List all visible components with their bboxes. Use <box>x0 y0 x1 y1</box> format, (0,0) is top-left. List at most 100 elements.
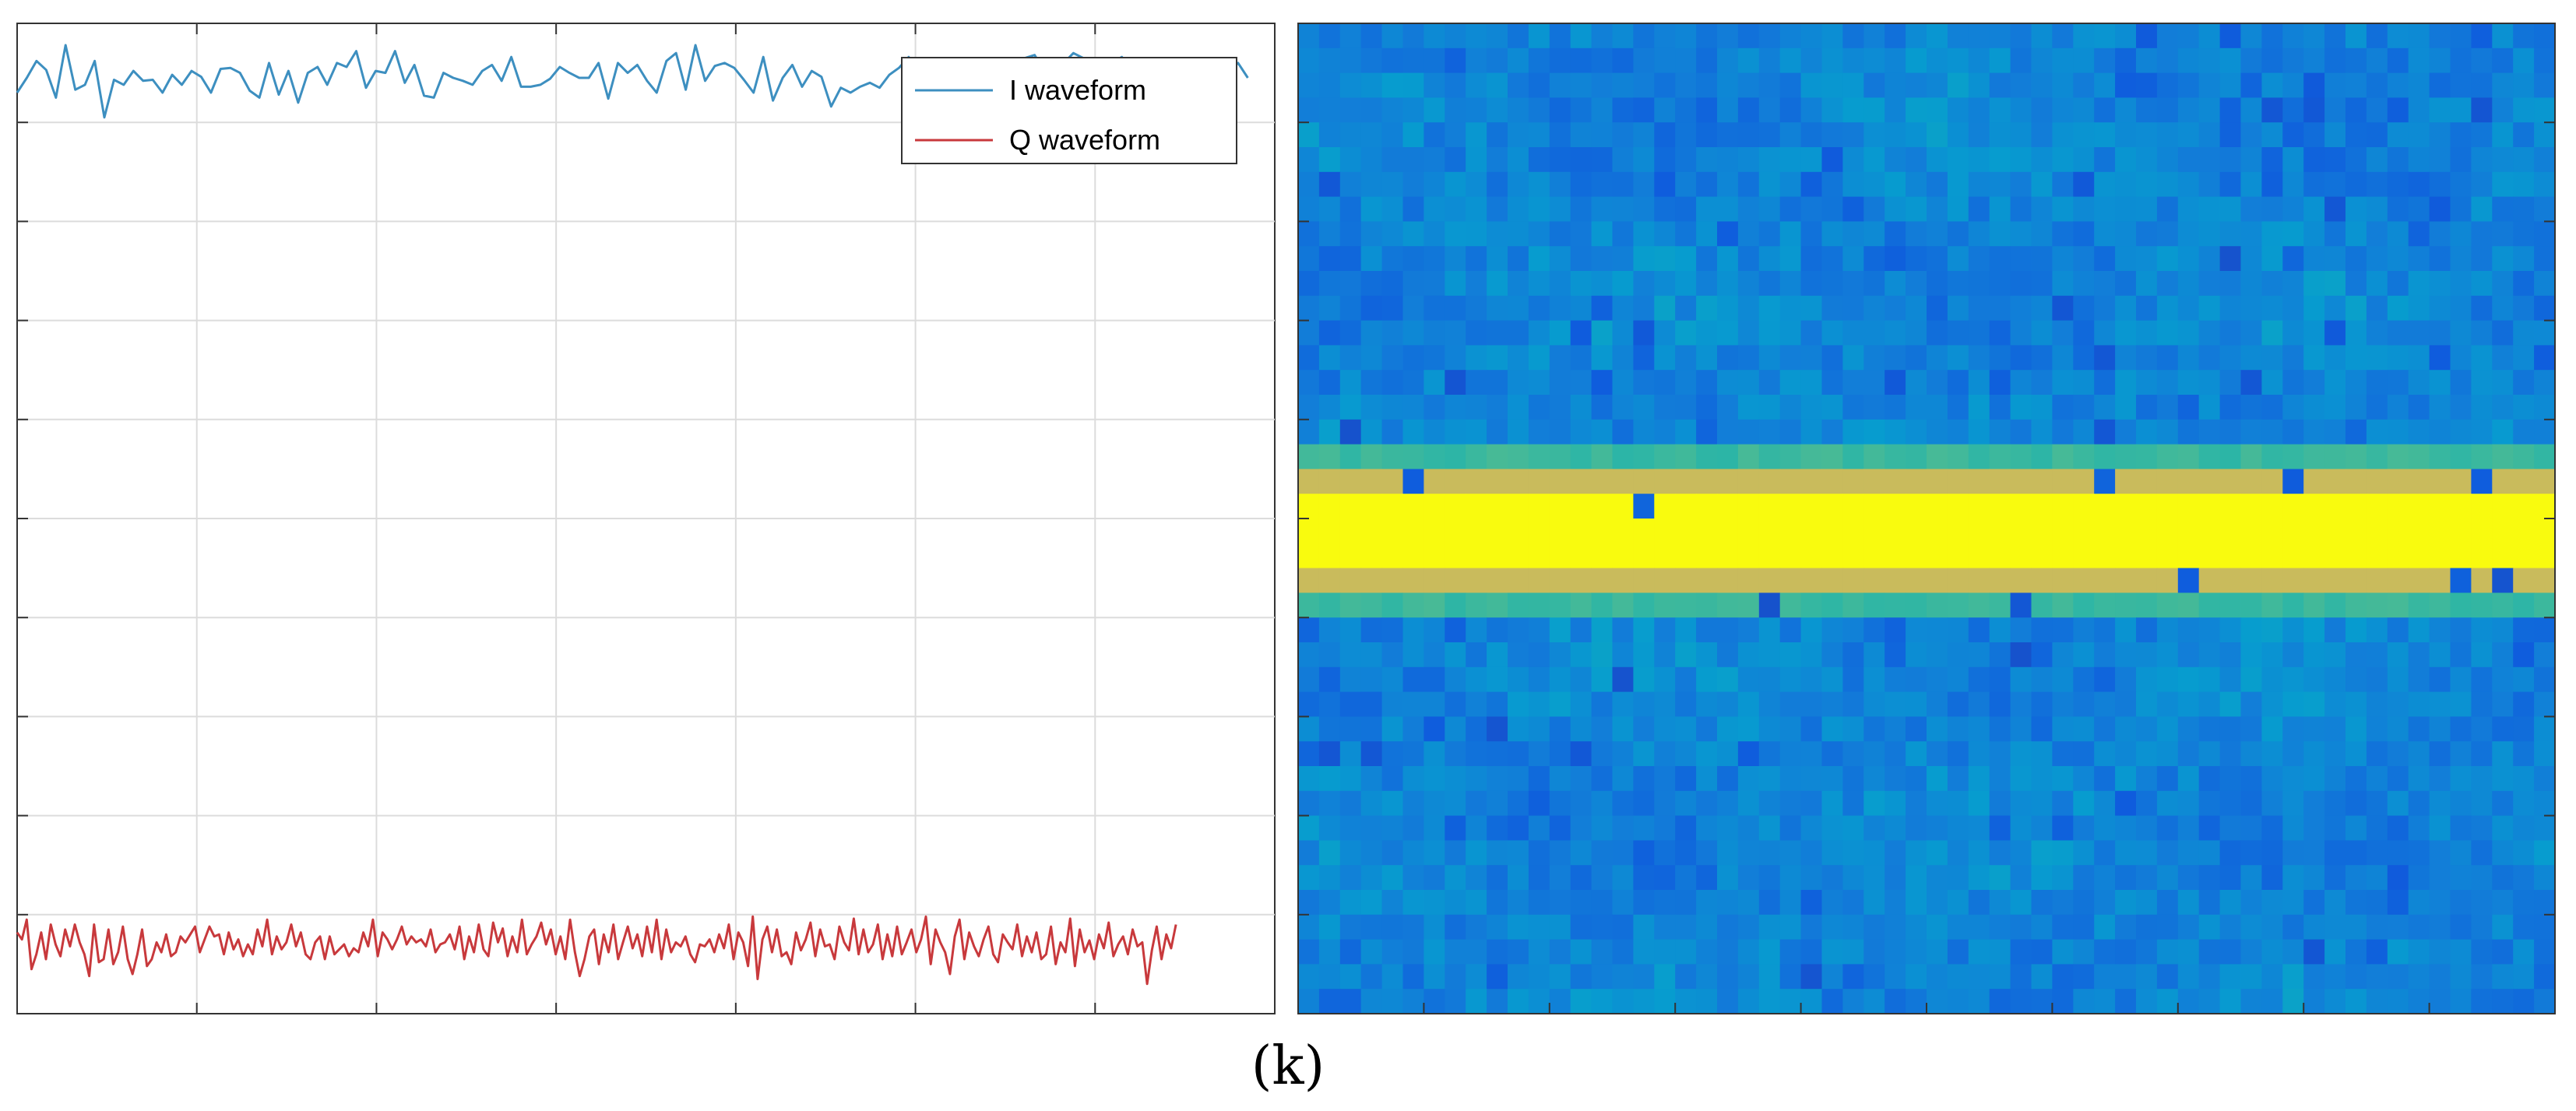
heatmap-cell <box>1717 890 1739 916</box>
heatmap-cell <box>1423 617 1445 643</box>
heatmap-cell <box>2345 345 2367 371</box>
heatmap-cell <box>1318 444 1341 469</box>
heatmap-cell <box>2115 790 2137 817</box>
heatmap-cell <box>1654 568 1676 593</box>
heatmap-cell <box>2471 370 2493 396</box>
heatmap-cell <box>2450 840 2472 866</box>
heatmap-cell <box>1906 519 1927 544</box>
heatmap-cell <box>2492 47 2514 74</box>
heatmap-cell <box>2031 494 2053 519</box>
heatmap-cell <box>1381 419 1404 445</box>
heatmap-cell <box>1402 741 1424 767</box>
heatmap-cell <box>2010 914 2032 940</box>
heatmap-cell <box>1696 741 1718 767</box>
heatmap-cell <box>2156 171 2179 198</box>
heatmap-cell <box>1906 914 1927 940</box>
heatmap-cell <box>1318 370 1341 396</box>
heatmap-cell <box>1696 617 1718 643</box>
heatmap-cell <box>1381 246 1404 272</box>
heatmap-cell <box>1884 419 1906 445</box>
heatmap-cell <box>1842 939 1864 965</box>
heatmap-cell <box>2198 23 2221 49</box>
heatmap-cell <box>1487 666 1508 693</box>
heatmap-cell <box>2429 840 2451 866</box>
heatmap-cell <box>1423 221 1445 247</box>
heatmap-cell <box>1487 766 1508 792</box>
heatmap-cell <box>1989 23 2011 49</box>
heatmap-cell <box>1947 865 1969 891</box>
heatmap-cell <box>2534 790 2556 817</box>
heatmap-cell <box>2052 494 2074 519</box>
heatmap-cell <box>1800 666 1823 693</box>
heatmap-cell <box>1298 171 1320 198</box>
heatmap-cell <box>2136 444 2158 469</box>
heatmap-cell <box>2303 815 2325 841</box>
heatmap-cell <box>2073 494 2095 519</box>
heatmap-cell <box>2534 196 2556 222</box>
heatmap-cell <box>1947 815 1969 841</box>
heatmap-cell <box>1758 890 1781 916</box>
heatmap-cell <box>2303 519 2325 544</box>
heatmap-cell <box>2387 939 2409 965</box>
heatmap-cell <box>1423 666 1445 693</box>
heatmap-cell <box>1779 642 1802 668</box>
heatmap-cell <box>2282 939 2304 965</box>
heatmap-cell <box>1779 395 1802 420</box>
heatmap-cell <box>1675 865 1697 891</box>
heatmap-cell <box>1863 271 1885 297</box>
heatmap-cell <box>2052 419 2074 445</box>
heatmap-cell <box>1402 568 1424 593</box>
heatmap-cell <box>2094 766 2116 792</box>
heatmap-cell <box>2387 271 2409 297</box>
heatmap-cell <box>2198 815 2221 841</box>
heatmap-cell <box>2031 592 2053 618</box>
heatmap-cell <box>1968 345 1990 371</box>
heatmap-cell <box>2073 444 2095 469</box>
heatmap-cell <box>2177 246 2200 272</box>
heatmap-cell <box>2345 617 2367 643</box>
heatmap-cell <box>1445 444 1466 469</box>
heatmap-cell <box>1318 494 1341 519</box>
heatmap-cell <box>1570 122 1592 148</box>
heatmap-cell <box>2261 196 2283 222</box>
heatmap-cell <box>1800 494 1823 519</box>
heatmap-cell <box>1360 370 1383 396</box>
heatmap-cell <box>2345 790 2367 817</box>
heatmap-cell <box>1884 72 1906 98</box>
heatmap-cell <box>1402 295 1424 322</box>
heatmap-cell <box>1947 419 1969 445</box>
heatmap-cell <box>1549 469 1571 494</box>
heatmap-cell <box>2177 890 2200 916</box>
heatmap-cell <box>1528 295 1550 322</box>
heatmap-cell <box>1758 320 1781 346</box>
heatmap-cell <box>1423 97 1445 123</box>
heatmap-cell <box>1863 989 1885 1014</box>
heatmap-cell <box>2094 320 2116 346</box>
heatmap-cell <box>2303 939 2325 965</box>
heatmap-cell <box>1591 295 1614 322</box>
heatmap-cell <box>1737 494 1760 519</box>
heatmap-cell <box>2513 592 2535 618</box>
heatmap-cell <box>1717 196 1739 222</box>
heatmap-cell <box>1779 691 1802 717</box>
heatmap-cell <box>1445 989 1466 1014</box>
heatmap-cell <box>1591 196 1614 222</box>
heatmap-cell <box>1528 642 1550 668</box>
heatmap-cell <box>2115 72 2137 98</box>
heatmap-cell <box>1570 97 1592 123</box>
heatmap-cell <box>2198 196 2221 222</box>
heatmap-cell <box>2136 147 2158 173</box>
heatmap-cell <box>1508 221 1529 247</box>
heatmap-cell <box>1758 395 1781 420</box>
heatmap-cell <box>1591 543 1614 569</box>
heatmap-cell <box>1717 271 1739 297</box>
heatmap-cell <box>1612 716 1634 742</box>
heatmap-cell <box>1570 271 1592 297</box>
heatmap-cell <box>1487 345 1508 371</box>
heatmap-cell <box>1633 419 1655 445</box>
heatmap-cell <box>2534 766 2556 792</box>
heatmap-cell <box>1989 97 2011 123</box>
heatmap-cell <box>2408 865 2430 891</box>
heatmap-cell <box>1381 666 1404 693</box>
heatmap-cell <box>2115 47 2137 74</box>
